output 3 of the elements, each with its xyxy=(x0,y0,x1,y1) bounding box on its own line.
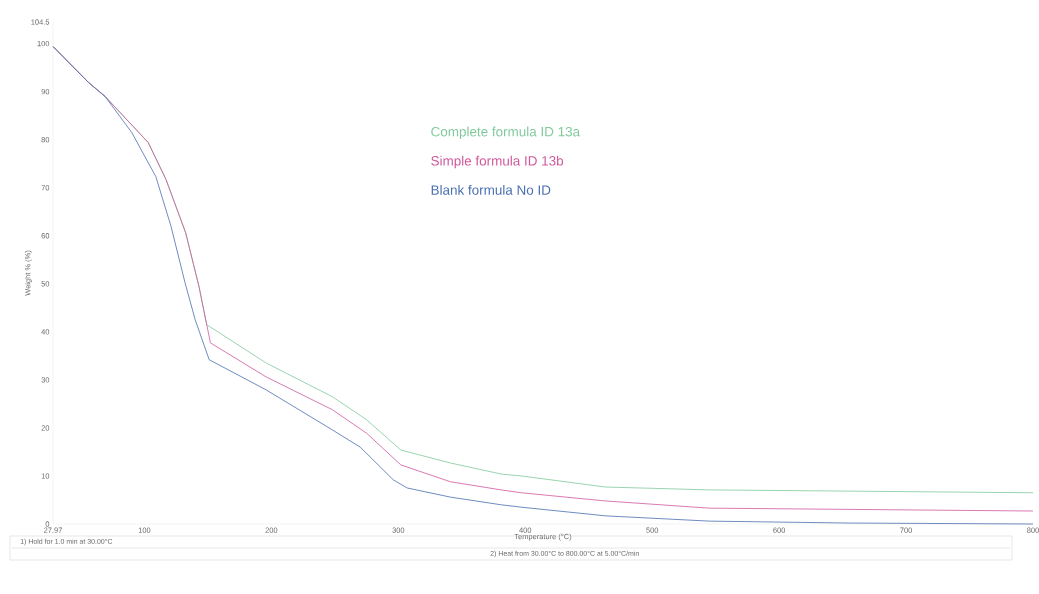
text: Blank formula No ID xyxy=(431,184,551,195)
text: Complete formula ID 13a xyxy=(431,126,581,140)
text: Simple formula ID 13b xyxy=(431,155,564,169)
